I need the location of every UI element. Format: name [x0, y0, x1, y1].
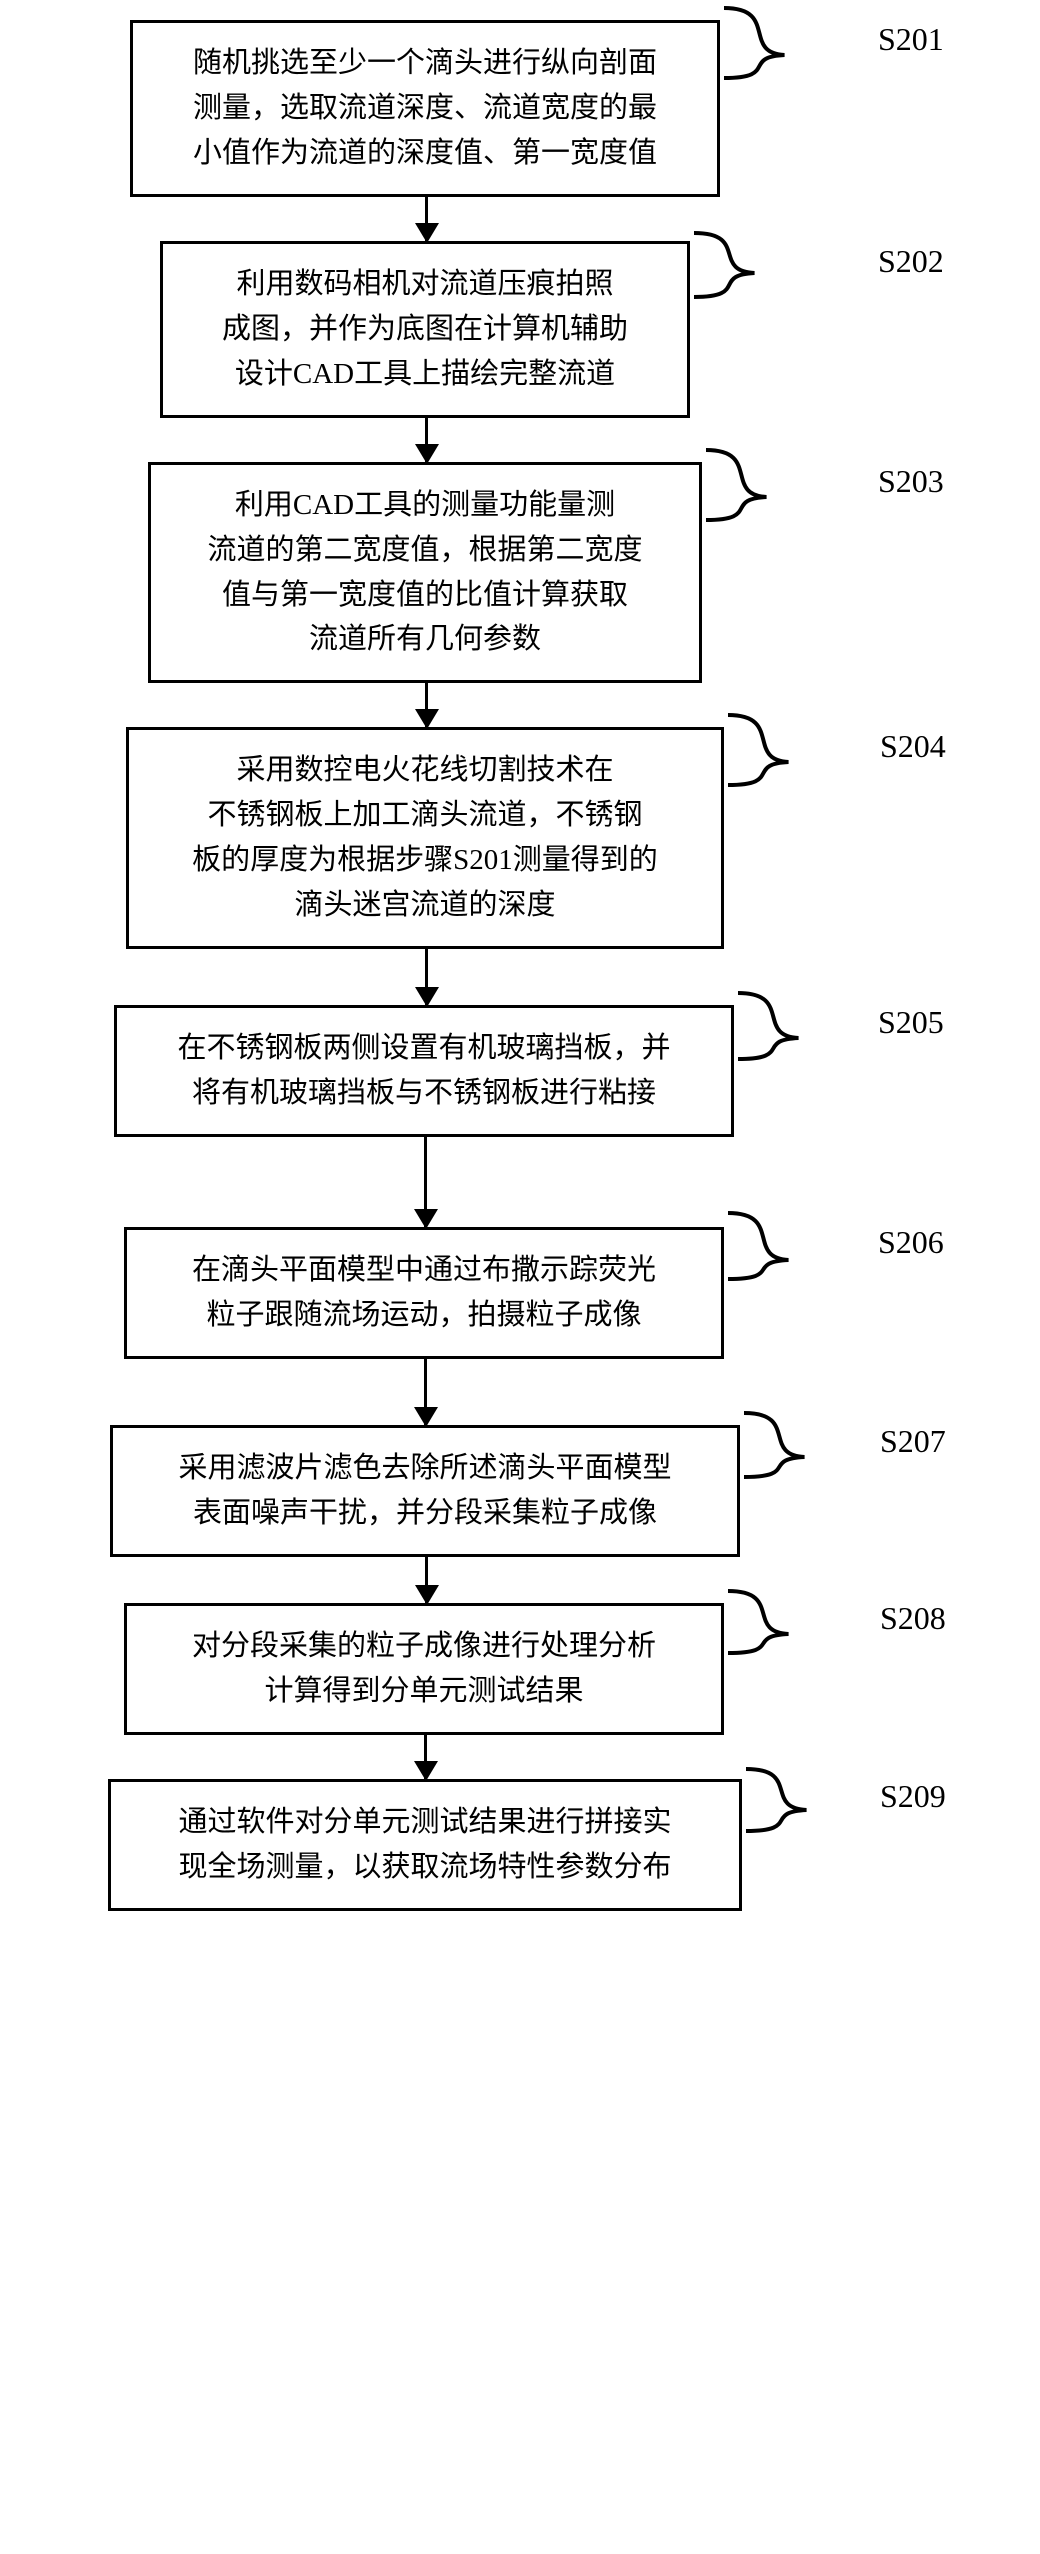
brace-s209 [742, 1769, 890, 1871]
arrow-after-s204 [425, 949, 428, 1005]
step-label-s206: S206 [878, 1224, 944, 1261]
step-box-s207: 采用滤波片滤色去除所述滴头平面模型表面噪声干扰，并分段采集粒子成像 [110, 1425, 740, 1557]
step-label-s202: S202 [878, 243, 944, 280]
step-box-s206: 在滴头平面模型中通过布撒示踪荧光粒子跟随流场运动，拍摄粒子成像 [124, 1227, 724, 1359]
step-label-s207: S207 [880, 1423, 946, 1460]
arrow-after-s208 [424, 1735, 427, 1779]
step-box-s201: 随机挑选至少一个滴头进行纵向剖面测量，选取流道深度、流道宽度的最小值作为流道的深… [130, 20, 720, 197]
brace-s202 [690, 233, 888, 333]
step-box-s208: 对分段采集的粒子成像进行处理分析计算得到分单元测试结果 [124, 1603, 724, 1735]
arrow-after-s203 [425, 683, 428, 727]
step-box-s205: 在不锈钢板两侧设置有机玻璃挡板，并将有机玻璃挡板与不锈钢板进行粘接 [114, 1005, 734, 1137]
brace-s203 [702, 450, 888, 564]
step-label-s201: S201 [878, 21, 944, 58]
arrow-after-s205 [424, 1137, 427, 1227]
brace-s204 [724, 715, 890, 829]
brace-s206 [724, 1213, 888, 1327]
brace-s201 [720, 8, 888, 122]
brace-s207 [740, 1413, 890, 1521]
arrow-after-s202 [425, 418, 428, 462]
arrow-after-s207 [425, 1557, 428, 1603]
brace-s205 [734, 993, 888, 1103]
step-label-s203: S203 [878, 463, 944, 500]
step-box-s204: 采用数控电火花线切割技术在不锈钢板上加工滴头流道，不锈钢板的厚度为根据步骤S20… [126, 727, 724, 949]
arrow-after-s206 [424, 1359, 427, 1425]
step-label-s209: S209 [880, 1778, 946, 1815]
step-label-s208: S208 [880, 1600, 946, 1637]
step-box-s209: 通过软件对分单元测试结果进行拼接实现全场测量，以获取流场特性参数分布 [108, 1779, 742, 1911]
step-box-s202: 利用数码相机对流道压痕拍照成图，并作为底图在计算机辅助设计CAD工具上描绘完整流… [160, 241, 690, 418]
step-box-s203: 利用CAD工具的测量功能量测流道的第二宽度值，根据第二宽度值与第一宽度值的比值计… [148, 462, 702, 684]
step-label-s204: S204 [880, 728, 946, 765]
brace-s208 [724, 1591, 890, 1697]
arrow-after-s201 [425, 197, 428, 241]
step-label-s205: S205 [878, 1004, 944, 1041]
flowchart-container: 随机挑选至少一个滴头进行纵向剖面测量，选取流道深度、流道宽度的最小值作为流道的深… [10, 20, 1030, 1911]
